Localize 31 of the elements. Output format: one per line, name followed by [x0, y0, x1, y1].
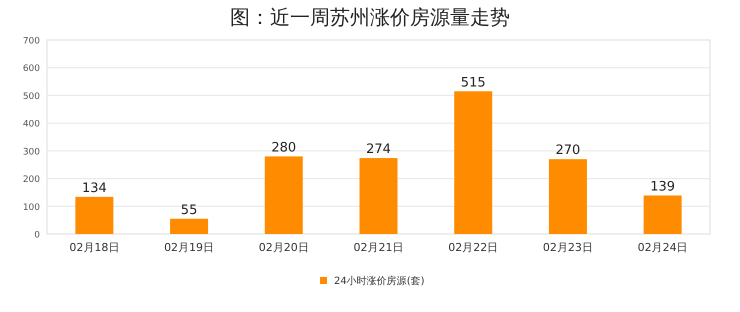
x-tick-label: 02月23日	[542, 241, 593, 254]
x-tick-label: 02月18日	[69, 241, 120, 254]
data-label: 280	[271, 140, 296, 156]
chart-title: 图：近一周苏州涨价房源量走势	[230, 5, 510, 29]
x-tick-label: 02月24日	[638, 241, 688, 254]
data-label: 270	[556, 143, 580, 158]
x-tick-label: 02月21日	[354, 241, 404, 254]
data-label: 139	[650, 179, 676, 194]
x-tick-label: 02月20日	[258, 241, 309, 254]
bar	[360, 158, 398, 234]
data-label: 55	[180, 202, 198, 218]
data-label: 134	[82, 180, 107, 196]
bar	[644, 195, 682, 234]
x-tick-label: 02月19日	[164, 241, 214, 254]
bar	[264, 156, 303, 234]
data-label: 515	[460, 75, 486, 90]
y-tick-label: 700	[22, 36, 40, 46]
bar	[454, 91, 492, 234]
y-tick-label: 500	[22, 92, 40, 102]
x-tick-label: 02月22日	[448, 241, 498, 254]
bar	[75, 196, 114, 234]
y-tick-label: 200	[22, 175, 40, 186]
y-tick-label: 100	[22, 202, 40, 213]
legend-label: 24小时涨价房源(套)	[334, 275, 425, 287]
y-tick-label: 600	[22, 64, 40, 74]
bar	[170, 218, 208, 234]
y-tick-label: 400	[22, 120, 40, 130]
data-label: 274	[366, 142, 391, 158]
bar	[548, 159, 587, 234]
y-tick-label: 300	[22, 147, 40, 158]
y-tick-label: 0	[34, 230, 40, 240]
